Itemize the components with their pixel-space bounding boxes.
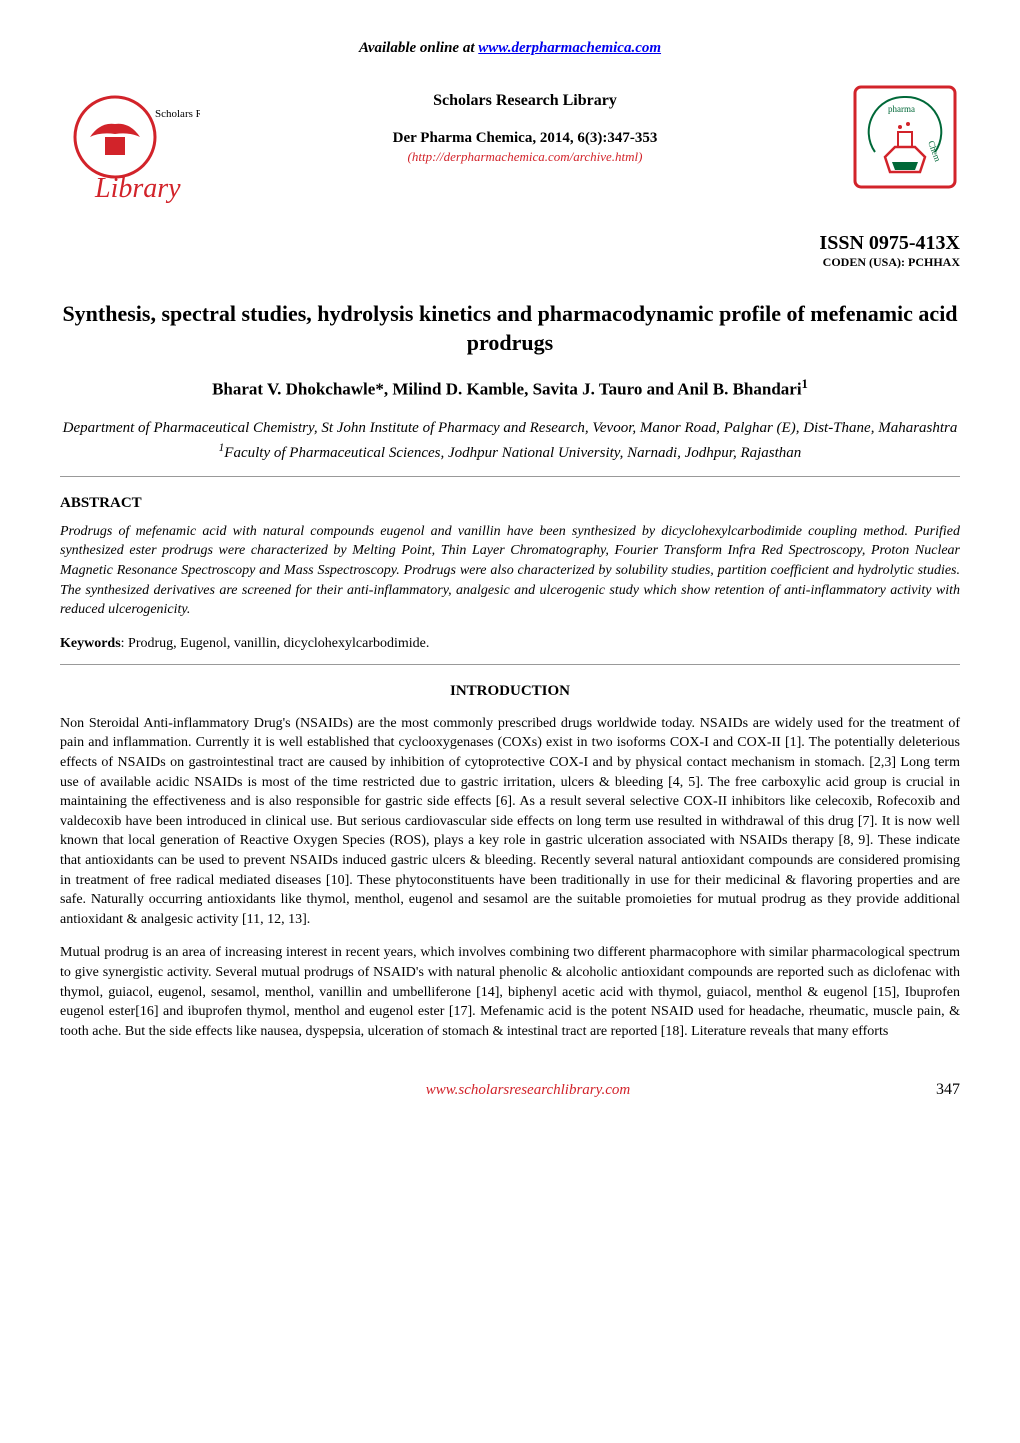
affiliation-2: 1Faculty of Pharmaceutical Sciences, Jod… [60,441,960,464]
keywords-label: Keywords [60,636,121,651]
abstract-heading: ABSTRACT [60,495,960,512]
paper-title: Synthesis, spectral studies, hydrolysis … [60,300,960,357]
intro-paragraph-2: Mutual prodrug is an area of increasing … [60,943,960,1041]
authors: Bharat V. Dhokchawle*, Milind D. Kamble,… [60,377,960,400]
author-affil-sup: 1 [802,377,808,391]
issn-block: ISSN 0975-413X CODEN (USA): PCHHAX [60,232,960,270]
svg-text:pharma: pharma [888,104,915,114]
introduction-heading: INTRODUCTION [60,683,960,700]
srl-title: Scholars Research Library [200,92,850,110]
journal-citation: Der Pharma Chemica, 2014, 6(3):347-353 [200,130,850,147]
divider-2 [60,664,960,665]
journal-site-link[interactable]: www.derpharmachemica.com [478,40,661,56]
keywords-line: Keywords: Prodrug, Eugenol, vanillin, di… [60,636,960,652]
available-prefix: Available online a [359,40,470,56]
available-online-link: Available online at www.derpharmachemica… [60,40,960,57]
keywords-text: : Prodrug, Eugenol, vanillin, dicyclohex… [121,636,430,651]
header-center: Scholars Research Library Der Pharma Che… [200,82,850,165]
svg-text:Library: Library [94,173,181,204]
scholars-research-library-logo: Scholars Research Library [60,82,200,222]
der-pharma-chemica-logo: pharma Chem [850,82,960,192]
authors-text: Bharat V. Dhokchawle*, Milind D. Kamble,… [212,380,801,399]
coden-code: CODEN (USA): PCHHAX [60,255,960,270]
affiliation-1: Department of Pharmaceutical Chemistry, … [60,418,960,439]
divider-1 [60,476,960,477]
footer-url: www.scholarsresearchlibrary.com [120,1082,936,1099]
archive-url: (http://derpharmachemica.com/archive.htm… [200,149,850,165]
intro-paragraph-1: Non Steroidal Anti-inflammatory Drug's (… [60,714,960,930]
issn-number: ISSN 0975-413X [60,232,960,255]
abstract-text: Prodrugs of mefenamic acid with natural … [60,522,960,620]
svg-text:Scholars Research: Scholars Research [155,108,200,120]
footer: www.scholarsresearchlibrary.com 347 [60,1081,960,1099]
page-number: 347 [936,1081,960,1099]
affil-2-text: Faculty of Pharmaceutical Sciences, Jodh… [224,445,801,461]
header-row: Scholars Research Library Scholars Resea… [60,82,960,222]
